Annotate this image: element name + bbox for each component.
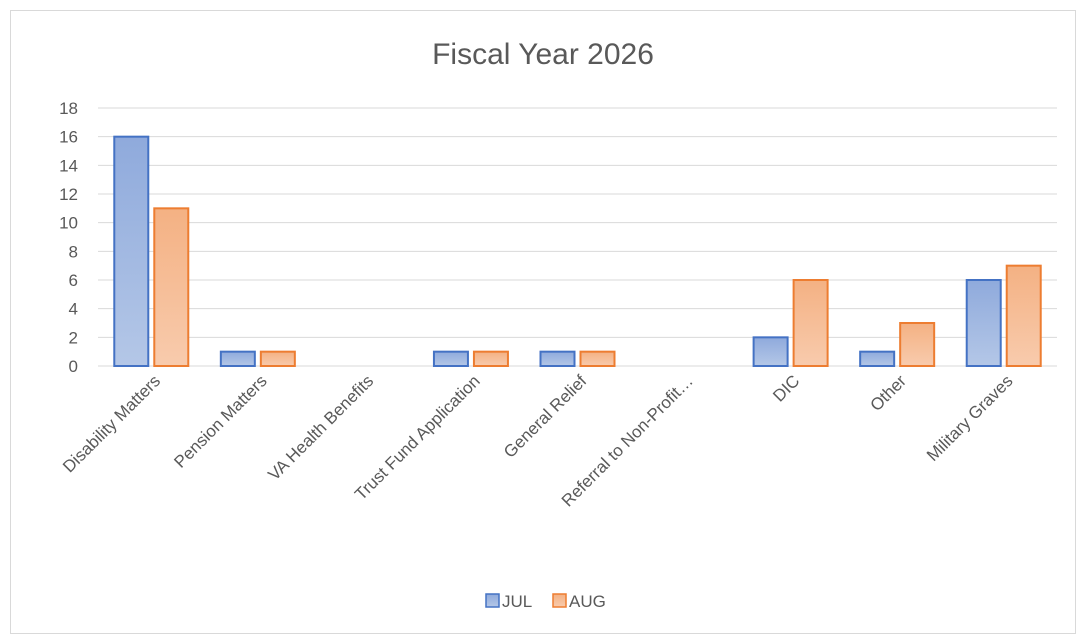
- x-tick-label: Other: [866, 371, 910, 415]
- y-tick-label: 10: [59, 214, 78, 233]
- bar-jul: [113, 135, 150, 367]
- bar-aug: [153, 207, 190, 367]
- bar-aug: [899, 322, 936, 367]
- bar-jul: [752, 336, 789, 368]
- y-tick-label: 0: [69, 357, 78, 376]
- bar-jul: [219, 350, 256, 367]
- legend-label-jul: JUL: [502, 592, 532, 611]
- x-tick-label: DIC: [769, 371, 803, 405]
- bar-jul: [539, 350, 576, 367]
- bar-aug: [472, 350, 509, 367]
- y-tick-label: 18: [59, 99, 78, 118]
- y-tick-label: 8: [69, 242, 78, 261]
- x-tick-label: Military Graves: [923, 371, 1017, 465]
- x-tick-label: Trust Fund Application: [351, 371, 484, 504]
- y-tick-label: 14: [59, 156, 78, 175]
- y-tick-label: 16: [59, 128, 78, 147]
- x-tick-label: General Relief: [500, 371, 590, 461]
- legend-swatch-jul: [485, 593, 500, 608]
- bar-aug: [792, 279, 829, 367]
- legend-swatch-aug: [552, 593, 567, 608]
- legend-label-aug: AUG: [569, 592, 606, 611]
- x-tick-label: Pension Matters: [170, 371, 270, 471]
- bar-jul: [432, 350, 469, 367]
- x-tick-label: VA Health Benefits: [264, 371, 377, 484]
- bar-aug: [579, 350, 616, 367]
- y-tick-label: 2: [69, 328, 78, 347]
- y-tick-label: 12: [59, 185, 78, 204]
- chart-title: Fiscal Year 2026: [432, 38, 654, 71]
- bar-aug: [259, 350, 296, 367]
- bar-jul: [859, 350, 896, 367]
- y-tick-label: 4: [69, 300, 78, 319]
- bar-jul: [965, 279, 1002, 367]
- y-tick-label: 6: [69, 271, 78, 290]
- x-tick-label: Disability Matters: [59, 371, 164, 476]
- bar-aug: [1005, 264, 1042, 367]
